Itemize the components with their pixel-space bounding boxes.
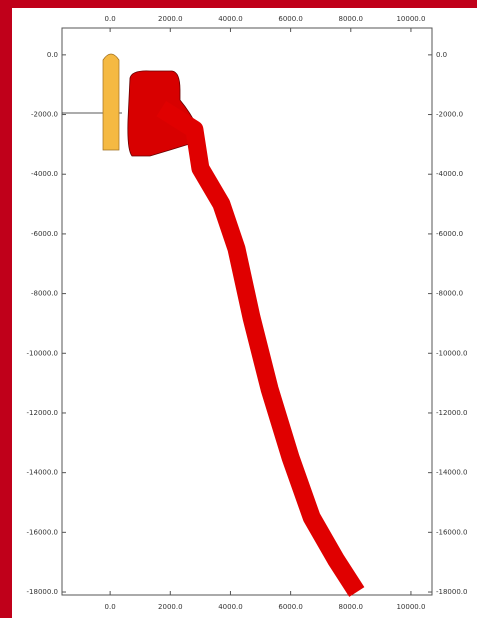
x-tick-label-bottom: 10000.0: [396, 603, 425, 611]
trajectory: [156, 100, 365, 597]
x-tick-label-top: 0.0: [105, 15, 116, 23]
y-tick-label-right: -10000.0: [436, 349, 467, 357]
y-tick-label-right: -18000.0: [436, 588, 467, 596]
orange-column: [102, 53, 120, 151]
left-bar: [0, 0, 12, 618]
y-tick-label-left: -18000.0: [27, 588, 58, 596]
y-tick-label-right: -16000.0: [436, 528, 467, 536]
y-tick-label-left: -8000.0: [31, 290, 58, 298]
x-tick-label-top: 6000.0: [278, 15, 303, 23]
top-bar: [0, 0, 477, 8]
x-tick-label-bottom: 6000.0: [278, 603, 303, 611]
y-tick-label-left: -14000.0: [27, 469, 58, 477]
y-tick-label-right: -4000.0: [436, 170, 463, 178]
x-tick-label-bottom: 0.0: [105, 603, 116, 611]
x-tick-label-bottom: 8000.0: [339, 603, 364, 611]
y-tick-label-left: -6000.0: [31, 230, 58, 238]
x-tick-label-top: 8000.0: [339, 15, 364, 23]
x-tick-label-top: 2000.0: [158, 15, 183, 23]
y-tick-label-right: -14000.0: [436, 469, 467, 477]
y-tick-label-left: 0.0: [47, 51, 58, 59]
y-tick-label-left: -10000.0: [27, 349, 58, 357]
y-tick-label-right: -6000.0: [436, 230, 463, 238]
y-tick-label-left: -12000.0: [27, 409, 58, 417]
x-tick-label-bottom: 4000.0: [218, 603, 243, 611]
y-tick-label-right: 0.0: [436, 51, 447, 59]
y-tick-label-right: -2000.0: [436, 111, 463, 119]
y-tick-label-right: -12000.0: [436, 409, 467, 417]
x-tick-label-top: 10000.0: [396, 15, 425, 23]
x-tick-label-bottom: 2000.0: [158, 603, 183, 611]
y-tick-label-left: -2000.0: [31, 111, 58, 119]
y-tick-label-left: -16000.0: [27, 528, 58, 536]
plot: 0.0 0.0 2000.0 2000.0 4000.0 4000.0 6000.0 6000…: [27, 15, 468, 611]
y-tick-label-left: -4000.0: [31, 170, 58, 178]
x-tick-label-top: 4000.0: [218, 15, 243, 23]
y-tick-label-right: -8000.0: [436, 290, 463, 298]
